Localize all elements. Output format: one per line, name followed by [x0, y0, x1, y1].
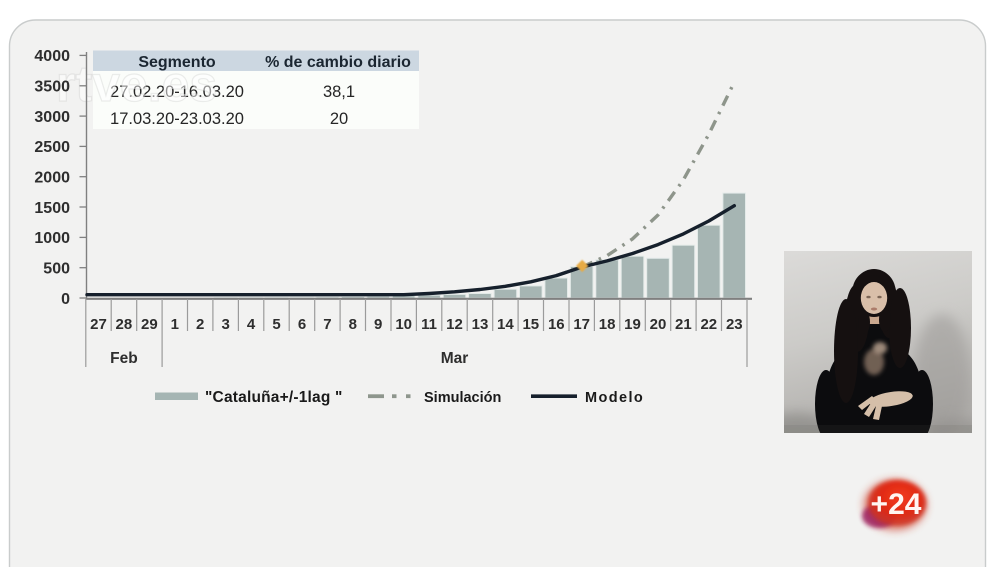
- svg-text:23: 23: [726, 316, 743, 333]
- svg-text:15: 15: [522, 316, 539, 333]
- svg-text:5: 5: [272, 316, 280, 333]
- svg-text:2000: 2000: [34, 170, 70, 187]
- svg-text:21: 21: [675, 316, 692, 333]
- svg-text:10: 10: [395, 316, 412, 333]
- svg-text:Feb: Feb: [110, 350, 138, 367]
- svg-text:29: 29: [141, 316, 158, 333]
- svg-text:13: 13: [472, 316, 489, 333]
- svg-text:27: 27: [90, 316, 107, 333]
- svg-text:1000: 1000: [34, 230, 70, 247]
- svg-text:19: 19: [624, 316, 641, 333]
- svg-text:38,1: 38,1: [323, 83, 355, 101]
- svg-text:rtve.es: rtve.es: [56, 56, 217, 112]
- svg-text:Segmento: Segmento: [138, 54, 216, 71]
- svg-text:17.03.20-23.03.20: 17.03.20-23.03.20: [110, 110, 244, 128]
- svg-text:3: 3: [222, 316, 230, 333]
- svg-text:28: 28: [116, 316, 133, 333]
- svg-text:% de cambio diario: % de cambio diario: [265, 54, 411, 71]
- svg-text:+24: +24: [871, 488, 922, 521]
- svg-text:20: 20: [650, 316, 667, 333]
- svg-text:1500: 1500: [34, 200, 70, 217]
- svg-text:11: 11: [421, 316, 437, 333]
- svg-text:2500: 2500: [34, 139, 70, 156]
- svg-text:20: 20: [330, 110, 348, 128]
- svg-text:4: 4: [247, 316, 256, 333]
- svg-text:500: 500: [43, 261, 70, 278]
- svg-text:8: 8: [349, 316, 357, 333]
- svg-text:27.02.20-16.03.20: 27.02.20-16.03.20: [110, 83, 244, 101]
- svg-text:9: 9: [374, 316, 382, 333]
- svg-text:4000: 4000: [34, 48, 70, 65]
- svg-text:14: 14: [497, 316, 514, 333]
- svg-text:16: 16: [548, 316, 565, 333]
- svg-text:Simulación: Simulación: [424, 390, 501, 406]
- svg-text:1: 1: [171, 316, 179, 333]
- svg-text:22: 22: [700, 316, 717, 333]
- svg-text:7: 7: [323, 316, 331, 333]
- svg-text:3500: 3500: [34, 79, 70, 96]
- svg-text:3000: 3000: [34, 109, 70, 126]
- svg-text:0: 0: [61, 291, 70, 308]
- svg-text:2: 2: [196, 316, 204, 333]
- svg-text:Modelo: Modelo: [585, 390, 644, 406]
- svg-text:6: 6: [298, 316, 306, 333]
- svg-text:18: 18: [599, 316, 616, 333]
- svg-text:17: 17: [573, 316, 590, 333]
- svg-text:12: 12: [446, 316, 463, 333]
- svg-text:"Cataluña+/-1lag ": "Cataluña+/-1lag ": [205, 389, 343, 406]
- svg-text:Mar: Mar: [441, 350, 469, 367]
